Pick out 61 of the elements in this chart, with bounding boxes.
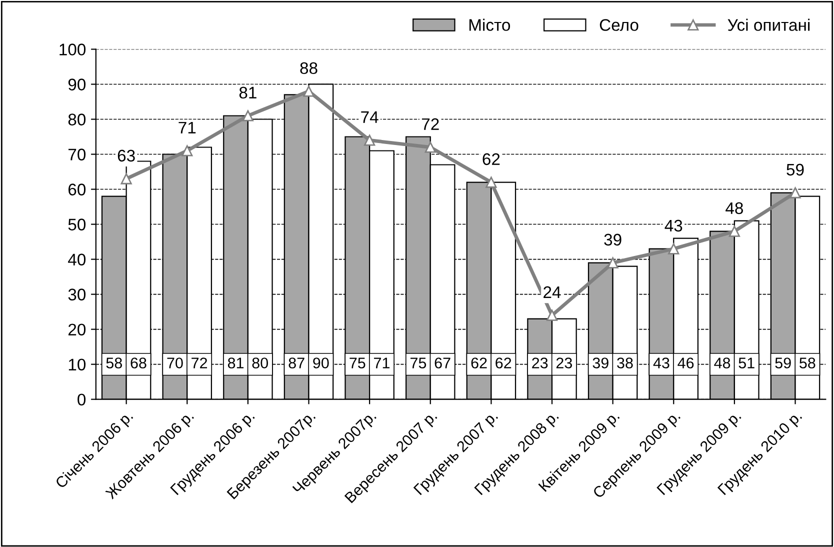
point (668, 243, 680, 254)
data-label: 51 (738, 358, 754, 368)
data-label: 38 (617, 358, 633, 368)
y-tick-label: 80 (68, 114, 86, 126)
point (486, 176, 497, 188)
point (364, 134, 376, 146)
y-tick-label: 10 (68, 358, 86, 371)
data-label: 67 (434, 358, 450, 368)
data-label: 23 (532, 358, 548, 368)
data-label: 70 (167, 358, 183, 368)
data-label: 46 (678, 358, 694, 368)
data-label: 59 (775, 358, 791, 368)
point (242, 110, 254, 122)
data-label: 62 (471, 358, 487, 368)
y-tick-label: 20 (68, 324, 86, 336)
legend-label: Село (600, 19, 638, 31)
data-label: 80 (252, 358, 268, 368)
point (790, 187, 801, 198)
data-label: 43 (653, 358, 670, 368)
y-tick-label: 40 (68, 254, 86, 266)
data-label: 88 (300, 62, 318, 74)
y-tick-label: 100 (60, 44, 86, 56)
y-tick-label: 30 (68, 288, 86, 300)
data-label: 81 (239, 86, 256, 99)
data-label: 87 (288, 358, 304, 368)
data-label: 24 (544, 286, 561, 298)
data-label: 75 (410, 358, 426, 368)
legend-label: Місто (469, 18, 510, 31)
point (424, 142, 436, 153)
data-label: 43 (664, 220, 682, 232)
data-label: 39 (604, 234, 622, 246)
point (546, 310, 558, 321)
data-label: 74 (361, 111, 378, 123)
data-label: 58 (800, 358, 816, 368)
point (182, 145, 193, 156)
data-label: 39 (592, 358, 608, 368)
data-label: 72 (422, 118, 439, 130)
data-label: 72 (192, 358, 208, 368)
data-label: 59 (786, 164, 804, 176)
legend-label: Усі опитані (728, 18, 810, 31)
data-label: 63 (118, 150, 135, 162)
data-label: 62 (496, 358, 512, 368)
data-label: 48 (714, 358, 730, 368)
y-tick-label: 50 (68, 218, 86, 230)
point (120, 173, 132, 184)
data-label: 71 (374, 358, 390, 368)
y-tick-label: 60 (68, 184, 86, 196)
data-label: 75 (350, 358, 366, 368)
data-label: 81 (228, 358, 244, 368)
data-label: 90 (313, 358, 329, 368)
data-label: 23 (556, 358, 572, 368)
y-tick-label: 0 (78, 394, 86, 406)
y-tick-label: 90 (68, 78, 86, 90)
y-tick-label: 70 (68, 148, 86, 160)
data-label: 48 (726, 202, 743, 214)
data-label: 71 (178, 122, 196, 134)
data-label: 62 (482, 153, 500, 166)
data-label: 58 (106, 358, 122, 368)
data-label: 68 (130, 358, 146, 368)
point (303, 86, 314, 97)
point (728, 226, 740, 237)
